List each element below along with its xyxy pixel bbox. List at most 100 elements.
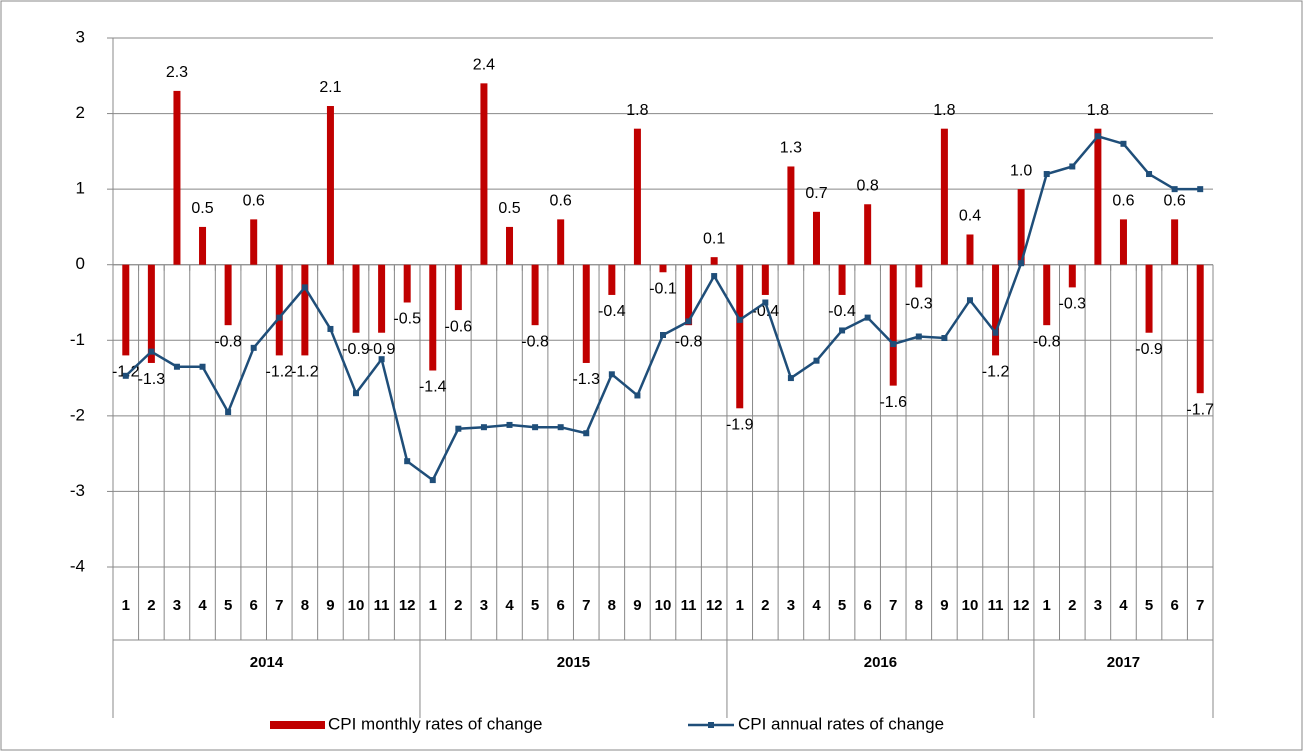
x-tick-label: 10 (348, 597, 365, 614)
marker (660, 331, 666, 338)
bar (915, 264, 923, 288)
marker (762, 299, 769, 306)
bar (275, 264, 283, 356)
x-tick-label: 8 (608, 597, 616, 614)
bar (1017, 189, 1025, 265)
data-label: -0.1 (649, 280, 677, 297)
y-tick-label: -1 (70, 330, 85, 349)
bar (710, 257, 718, 265)
x-tick-label: 2 (147, 597, 155, 614)
bar (1171, 219, 1179, 265)
bar (480, 83, 488, 265)
marker (1094, 133, 1101, 140)
data-label: -0.8 (521, 333, 549, 350)
bar (122, 264, 130, 356)
x-tick-label: 1 (736, 597, 744, 614)
y-tick-label: 3 (76, 27, 85, 46)
x-tick-label: 6 (250, 597, 258, 614)
marker (250, 344, 257, 351)
marker (1069, 163, 1076, 170)
bar (838, 264, 846, 295)
x-tick-label: 11 (681, 597, 697, 614)
bar (889, 264, 897, 386)
marker (941, 335, 948, 342)
bar (199, 226, 207, 265)
data-label: -1.3 (572, 371, 600, 388)
marker (148, 348, 155, 355)
bar (1068, 264, 1076, 288)
marker (992, 329, 999, 336)
bar (608, 264, 616, 295)
x-tick-label: 7 (275, 597, 283, 614)
bar (761, 264, 769, 295)
x-tick-label: 5 (838, 597, 846, 614)
x-tick-label: 9 (633, 597, 641, 614)
group-label: 2017 (1107, 654, 1140, 671)
bar (173, 90, 181, 265)
x-tick-label: 6 (1170, 597, 1178, 614)
x-tick-label: 7 (889, 597, 897, 614)
bar (378, 264, 386, 333)
data-label: 1.3 (780, 140, 802, 157)
marker (404, 458, 411, 465)
bar (659, 264, 667, 273)
group-label: 2016 (864, 654, 897, 671)
marker (1146, 171, 1153, 178)
marker (966, 297, 973, 304)
x-tick-label: 9 (326, 597, 334, 614)
bar (1094, 128, 1102, 265)
data-label: 0.6 (550, 193, 572, 210)
data-label: 0.5 (498, 200, 520, 217)
x-tick-label: 8 (915, 597, 923, 614)
x-tick-label: 6 (557, 597, 565, 614)
bar (992, 264, 1000, 356)
bar (454, 264, 462, 311)
marker (506, 421, 513, 428)
data-label: -0.8 (1033, 333, 1061, 350)
data-label: -1.2 (291, 364, 319, 381)
x-tick-label: 11 (374, 597, 390, 614)
marker (915, 333, 922, 340)
bar (1043, 264, 1051, 326)
y-tick-label: -4 (70, 556, 85, 575)
bar (736, 264, 744, 409)
bar (1145, 264, 1153, 333)
bar (403, 264, 411, 303)
bar (940, 128, 948, 265)
marker (864, 314, 871, 321)
bar (582, 264, 590, 363)
bar (1196, 264, 1204, 394)
x-tick-label: 3 (173, 597, 181, 614)
x-tick-label: 9 (940, 597, 948, 614)
x-tick-label: 2 (1068, 597, 1076, 614)
marker (301, 284, 308, 291)
marker (225, 409, 232, 416)
data-label: 0.4 (959, 208, 981, 225)
bar (531, 264, 539, 326)
data-label: -1.7 (1186, 401, 1214, 418)
x-tick-label: 7 (1196, 597, 1204, 614)
marker (685, 318, 692, 325)
x-tick-label: 5 (1145, 597, 1153, 614)
data-label: -0.9 (342, 341, 370, 358)
data-label: 0.1 (703, 230, 725, 247)
x-tick-label: 11 (988, 597, 1004, 614)
x-tick-label: 3 (787, 597, 795, 614)
marker (839, 327, 846, 334)
bar (429, 264, 437, 371)
marker (634, 392, 641, 399)
bar (966, 234, 974, 265)
data-label: 0.6 (1112, 193, 1134, 210)
data-label: -0.8 (214, 333, 242, 350)
data-label: 0.6 (1164, 193, 1186, 210)
data-label: 0.6 (243, 193, 265, 210)
marker (1043, 171, 1050, 178)
y-tick-label: 0 (76, 254, 85, 273)
x-tick-label: 4 (1119, 597, 1128, 614)
x-tick-label: 1 (429, 597, 437, 614)
marker (122, 372, 129, 379)
marker (736, 316, 743, 323)
x-tick-label: 6 (863, 597, 871, 614)
legend-label: CPI monthly rates of change (328, 714, 543, 733)
